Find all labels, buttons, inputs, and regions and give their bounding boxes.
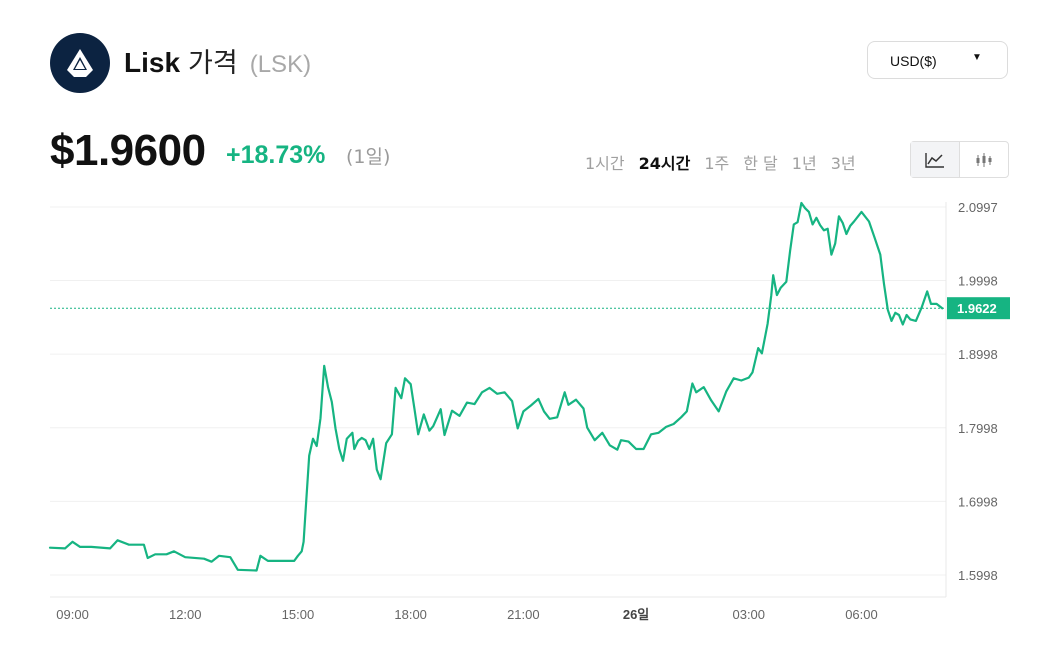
x-tick-label: 18:00 xyxy=(394,607,427,622)
change-period: (1일) xyxy=(346,146,391,168)
x-tick-label: 06:00 xyxy=(845,607,878,622)
currency-label: USD($) xyxy=(890,53,937,69)
y-tick-label: 1.9998 xyxy=(958,274,998,289)
y-tick-label: 1.7998 xyxy=(958,421,998,436)
x-tick-label: 26일 xyxy=(623,607,649,622)
range-selector: 1시간 24시간 1주 한 달 1년 3년 xyxy=(585,150,870,174)
coin-symbol: (LSK) xyxy=(249,51,312,78)
lisk-logo-icon xyxy=(50,33,110,93)
range-24h[interactable]: 24시간 xyxy=(638,154,691,173)
current-price: $1.9600 xyxy=(50,126,206,175)
coin-name: Lisk xyxy=(124,47,181,78)
range-1w[interactable]: 1주 xyxy=(704,154,730,173)
current-price-label: 1.9622 xyxy=(957,301,997,316)
line-chart-icon[interactable] xyxy=(911,142,960,177)
page-title: Lisk 가격 (LSK) xyxy=(124,44,311,84)
title-word: 가격 xyxy=(188,48,238,79)
candlestick-chart-icon[interactable] xyxy=(960,142,1008,177)
price-line-series xyxy=(48,201,944,572)
x-tick-label: 09:00 xyxy=(56,607,89,622)
range-1m[interactable]: 한 달 xyxy=(743,154,778,173)
x-tick-label: 03:00 xyxy=(732,607,765,622)
x-tick-label: 15:00 xyxy=(282,607,315,622)
y-tick-label: 1.5998 xyxy=(958,568,998,583)
range-1y[interactable]: 1년 xyxy=(791,154,817,173)
y-tick-label: 1.8998 xyxy=(958,347,998,362)
range-3y[interactable]: 3년 xyxy=(830,154,856,173)
y-tick-label: 2.0997 xyxy=(958,200,998,215)
price-change: +18.73% xyxy=(226,141,326,169)
currency-dropdown[interactable]: USD($) ▼ xyxy=(867,41,1008,79)
range-1h[interactable]: 1시간 xyxy=(585,154,625,173)
x-tick-label: 21:00 xyxy=(507,607,540,622)
x-tick-label: 12:00 xyxy=(169,607,202,622)
chart-type-toggle xyxy=(910,141,1009,178)
current-price-label-bg xyxy=(947,297,1010,320)
caret-down-icon: ▼ xyxy=(972,52,982,63)
y-tick-label: 1.6998 xyxy=(958,494,998,509)
